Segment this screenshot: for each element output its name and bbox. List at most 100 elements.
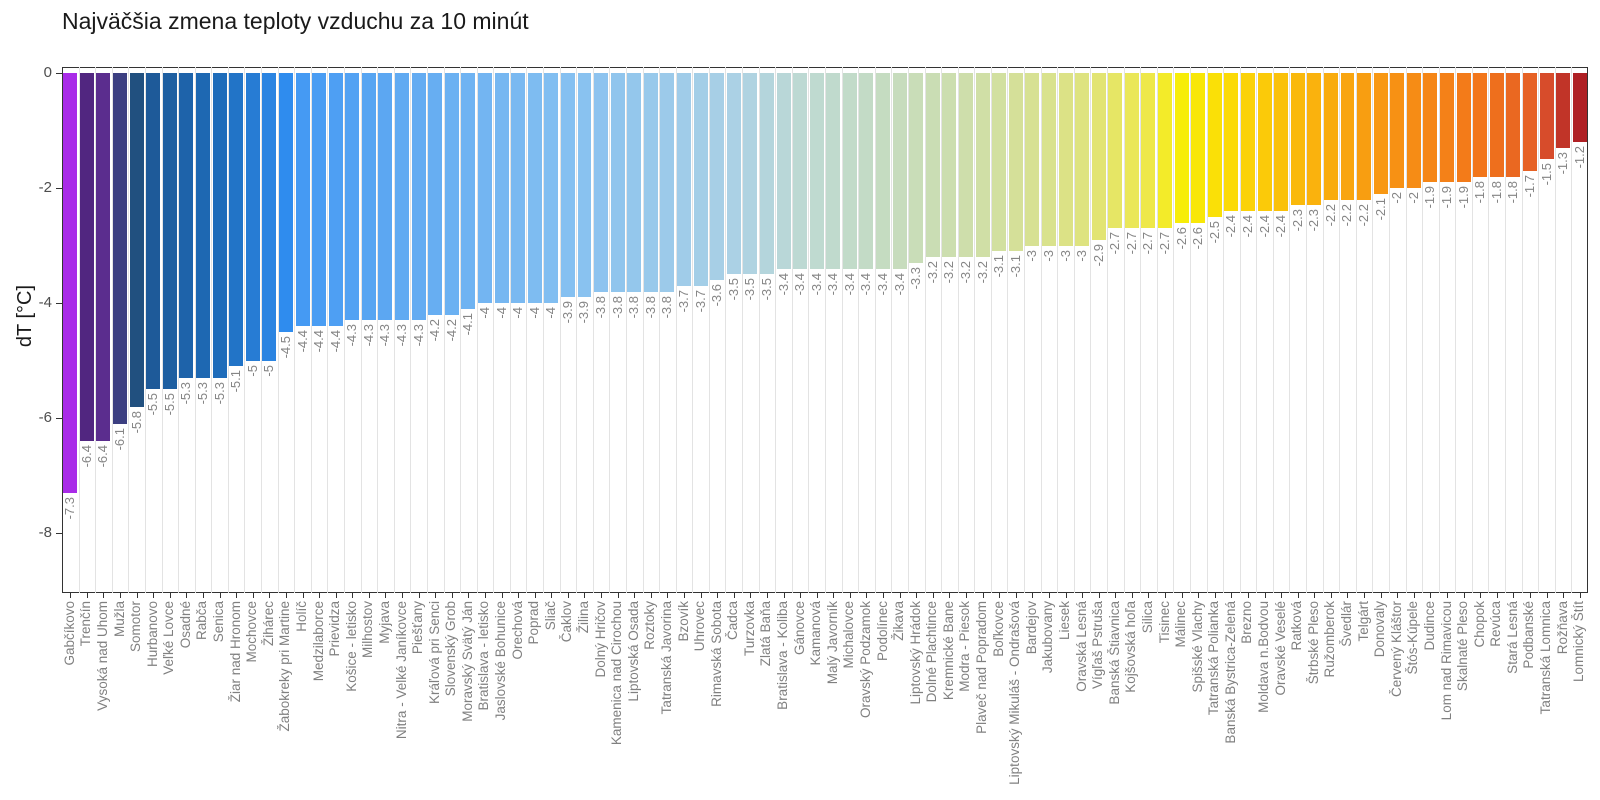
x-axis-label: Malý Javorník: [824, 601, 840, 685]
x-axis-tick: [816, 593, 818, 598]
x-axis-tick: [1198, 593, 1200, 598]
gridline: [775, 67, 777, 593]
x-axis-tick: [368, 593, 370, 598]
x-axis-tick: [1065, 593, 1067, 598]
x-axis-label: Revúca: [1488, 601, 1504, 647]
bar-value-label: -5.1: [228, 370, 244, 393]
x-axis-tick: [916, 593, 918, 598]
x-axis-tick: [468, 593, 470, 598]
x-axis-label: Ratková: [1289, 601, 1305, 651]
x-axis-label: Turzovka: [741, 601, 757, 657]
x-axis-tick: [667, 593, 669, 598]
bar: [96, 73, 111, 441]
gridline: [294, 67, 296, 593]
bar: [859, 73, 874, 269]
x-axis-label: Rimavská Sobota: [708, 601, 724, 707]
x-axis-tick: [1579, 593, 1581, 598]
bar: [262, 73, 277, 361]
x-axis-tick: [982, 593, 984, 598]
gridline: [642, 67, 644, 593]
x-axis-label: Dolný Hričov: [592, 601, 608, 678]
gridline: [476, 67, 478, 593]
gridline: [742, 67, 744, 593]
gridline: [791, 67, 793, 593]
gridline: [310, 67, 312, 593]
x-axis-tick: [169, 593, 171, 598]
x-axis-label: Jaslovské Bohunice: [493, 601, 509, 721]
x-axis-tick: [750, 593, 752, 598]
x-axis-label: Banská Štiavnica: [1106, 601, 1122, 705]
gridline: [692, 67, 694, 593]
bar-value-label: -3: [1040, 249, 1056, 262]
bar-value-label: -3.4: [775, 272, 791, 295]
x-axis-label: Banská Bystrica-Zelená: [1222, 601, 1238, 744]
bar-value-label: -4: [543, 307, 559, 319]
bar-value-label: -4: [493, 307, 509, 319]
bar-value-label: -1.7: [1521, 174, 1537, 198]
x-axis-tick: [1098, 593, 1100, 598]
bar: [1058, 73, 1073, 246]
bar: [643, 73, 658, 292]
x-axis-label: Čadca: [725, 601, 741, 641]
bar: [461, 73, 476, 309]
x-axis-tick: [584, 593, 586, 598]
gridline: [327, 67, 329, 593]
x-axis-label: Spišské Vlachy: [1189, 601, 1205, 693]
bar-value-label: -4.4: [294, 330, 310, 353]
gridline: [343, 67, 345, 593]
bar: [1373, 73, 1388, 194]
bar-value-label: -3.4: [792, 272, 808, 295]
bar-value-label: -1.5: [1538, 163, 1554, 186]
x-axis-label: Žilina: [575, 601, 591, 634]
gridline: [1272, 67, 1274, 593]
bar: [1473, 73, 1488, 177]
x-axis-label: Piešťany: [410, 601, 426, 655]
gridline: [1289, 67, 1291, 593]
x-axis-tick: [833, 593, 835, 598]
gridline: [1372, 67, 1374, 593]
bar: [759, 73, 774, 275]
x-axis-tick: [1546, 593, 1548, 598]
bar-value-label: -5.5: [161, 393, 177, 416]
bar: [1124, 73, 1139, 229]
x-axis-label: Bzovík: [675, 601, 691, 642]
bar: [477, 73, 492, 303]
bar-value-label: -4.5: [277, 335, 293, 359]
gridline: [1206, 67, 1208, 593]
bar-value-label: -3.3: [908, 266, 924, 290]
bar: [925, 73, 940, 257]
gridline: [410, 67, 412, 593]
x-axis-tick: [1563, 593, 1565, 598]
gridline: [625, 67, 627, 593]
x-axis-tick: [120, 593, 122, 598]
gridline: [1140, 67, 1142, 593]
bar-value-label: -3.8: [626, 295, 642, 318]
bar: [1506, 73, 1521, 177]
x-axis-tick: [1496, 593, 1498, 598]
bar-value-label: -5.3: [178, 381, 194, 405]
x-axis-tick: [352, 593, 354, 598]
bar: [511, 73, 526, 303]
x-axis-tick: [1131, 593, 1133, 598]
bar: [693, 73, 708, 286]
x-axis-tick: [932, 593, 934, 598]
bar: [245, 73, 260, 361]
x-axis-label: Brezno: [1239, 601, 1255, 644]
bar-value-label: -4.3: [410, 324, 426, 347]
bar: [146, 73, 161, 390]
bar: [627, 73, 642, 292]
x-axis-tick: [1480, 593, 1482, 598]
bar-value-label: -1.2: [1571, 146, 1587, 169]
bar-value-label: -3.2: [974, 261, 990, 284]
bar: [992, 73, 1007, 252]
x-axis-tick: [1413, 593, 1415, 598]
gridline: [377, 67, 379, 593]
x-axis-label: Myjava: [376, 601, 392, 644]
gridline: [1123, 67, 1125, 593]
bar-value-label: -3.4: [891, 272, 907, 295]
gridline: [907, 67, 909, 593]
x-axis-label: Slovenský Grob: [443, 601, 459, 697]
x-axis-tick: [849, 593, 851, 598]
bar: [179, 73, 194, 378]
bar: [162, 73, 177, 390]
